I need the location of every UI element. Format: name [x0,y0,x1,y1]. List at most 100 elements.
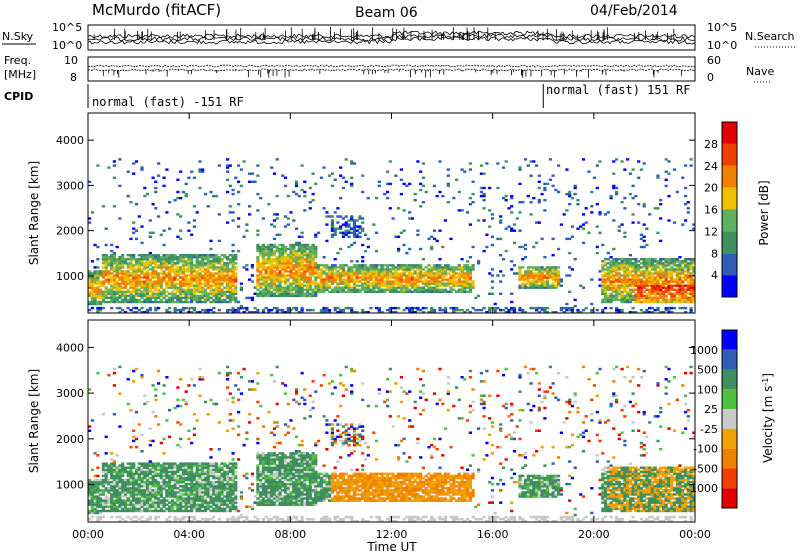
power-cell [184,290,188,293]
velocity-cell [132,503,136,506]
power-cell [554,266,558,269]
power-cell [637,280,641,283]
velocity-cell [179,499,183,502]
power-cell [645,266,649,269]
power-cell [634,282,638,285]
power-cell [217,260,221,263]
power-cell [581,308,586,312]
power-cell [187,280,191,283]
power-cell [198,262,202,265]
power-cell [617,276,621,279]
power-cell [661,272,666,275]
power-cell [104,266,108,269]
power-cell [165,211,169,214]
power-cell [328,290,332,293]
power-cell [256,233,260,236]
power-cell [667,282,671,285]
power-cell [684,298,688,302]
power-cell [347,231,351,234]
power-cell [190,233,194,236]
power-cell [598,270,602,273]
power-cell [427,290,431,293]
power-cell [151,276,155,279]
power-cell [308,272,312,275]
power-cell [214,284,219,287]
power-cell [90,276,94,279]
power-cell [656,276,660,279]
power-cell [628,266,632,269]
power-cell [394,174,398,177]
power-cell [405,306,409,310]
power-cell [129,201,133,204]
power-cell [101,284,105,287]
power-cell [408,264,412,267]
power-cell [272,270,277,273]
velocity-cell [140,493,144,496]
power-cell [628,296,632,300]
power-cell [330,221,334,224]
power-cell [234,254,238,257]
power-cell [314,290,318,293]
power-cell [168,300,172,304]
velocity-cell [112,468,116,471]
power-cell [192,264,196,267]
power-cell [201,170,205,173]
power-cell [118,286,122,289]
power-cell [639,258,643,261]
power-cell [675,284,679,287]
power-cell [96,286,100,289]
power-cell [339,282,343,285]
power-cell [261,245,265,249]
power-cell [275,278,279,281]
velocity-cell [173,478,177,482]
power-cell [154,272,158,275]
power-cell [507,308,511,312]
power-cell [283,266,288,269]
power-cell [648,292,652,295]
power-cell [537,311,541,314]
power-cell [176,258,180,261]
power-cell [648,258,652,261]
velocity-cell [126,474,130,478]
power-cell [203,296,208,300]
power-cell [466,270,470,273]
power-cell [300,308,304,312]
power-cell [645,294,649,298]
power-cell [154,186,158,190]
power-cell [341,176,345,179]
power-cell [192,294,196,298]
power-cell [648,213,652,216]
power-cell [96,278,100,281]
power-cell [689,276,693,279]
power-cell [568,190,572,194]
power-cell [145,270,150,273]
power-cell [325,308,329,312]
power-cell [443,264,448,267]
power-cell [115,298,119,302]
power-cell [270,262,274,265]
velocity-cell [118,497,122,500]
power-cell [399,290,403,293]
power-cell [482,192,486,196]
power-cell [675,290,679,293]
power-cell [684,294,688,298]
power-cell [256,294,260,298]
power-cell [634,296,638,300]
power-cell [104,290,108,293]
power-cell [358,227,362,230]
velocity-cell [148,489,152,492]
power-cell [256,258,260,261]
power-cell [181,270,185,273]
power-cell [452,196,456,200]
power-cell [540,278,544,281]
power-cell [110,280,114,283]
power-cell [101,256,105,259]
velocity-cell [157,480,161,484]
power-cell [217,282,221,285]
power-cell [234,280,238,283]
velocity-cell [112,505,116,508]
power-cell [209,256,213,259]
power-cell [650,306,655,310]
power-cell [170,284,174,287]
